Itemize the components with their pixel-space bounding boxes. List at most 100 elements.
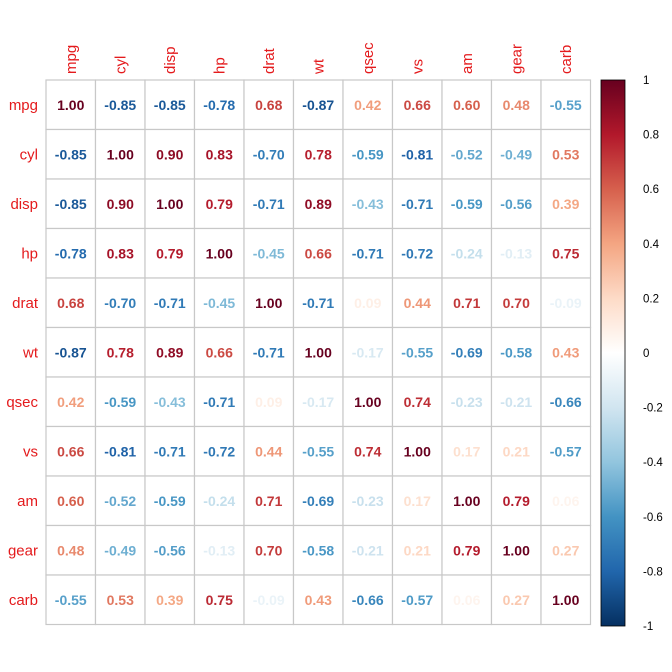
matrix-cell xyxy=(490,128,542,180)
matrix-cell xyxy=(441,475,493,527)
cell-value-gear-mpg: 0.48 xyxy=(57,542,84,558)
matrix-cell xyxy=(490,277,542,329)
matrix-cell xyxy=(45,376,97,428)
cell-value-qsec-am: -0.23 xyxy=(451,394,483,410)
column-label-drat: drat xyxy=(261,47,278,74)
cell-value-drat-gear: 0.70 xyxy=(503,295,530,311)
cell-value-mpg-cyl: -0.85 xyxy=(104,97,136,113)
cell-value-cyl-cyl: 1.00 xyxy=(107,146,134,162)
matrix-cell xyxy=(540,425,592,477)
matrix-cell xyxy=(490,79,542,131)
cell-value-qsec-disp: -0.43 xyxy=(154,394,186,410)
cell-value-am-qsec: -0.23 xyxy=(352,493,384,509)
cell-value-hp-disp: 0.79 xyxy=(156,245,183,261)
cell-value-vs-am: 0.17 xyxy=(453,443,480,459)
cell-value-mpg-drat: 0.68 xyxy=(255,97,282,113)
cell-value-disp-hp: 0.79 xyxy=(206,196,233,212)
colorbar-tick-label: -0.4 xyxy=(643,457,663,469)
matrix-cell xyxy=(490,376,542,428)
cell-value-gear-drat: 0.70 xyxy=(255,542,282,558)
cell-value-gear-carb: 0.27 xyxy=(552,542,579,558)
matrix-cell xyxy=(94,79,146,131)
cell-value-hp-am: -0.24 xyxy=(451,245,483,261)
matrix-cell xyxy=(540,277,592,329)
cell-value-am-gear: 0.79 xyxy=(503,493,530,509)
matrix-cell xyxy=(193,227,245,279)
cell-value-disp-wt: 0.89 xyxy=(305,196,332,212)
cell-value-vs-disp: -0.71 xyxy=(154,443,186,459)
cell-value-wt-vs: -0.55 xyxy=(401,344,433,360)
cell-value-am-vs: 0.17 xyxy=(404,493,431,509)
cell-value-carb-vs: -0.57 xyxy=(401,592,433,608)
matrix-cells xyxy=(45,79,592,626)
matrix-cell xyxy=(292,326,344,378)
cell-value-carb-hp: 0.75 xyxy=(206,592,233,608)
cell-value-drat-cyl: -0.70 xyxy=(104,295,136,311)
column-label-disp: disp xyxy=(162,46,179,74)
cell-value-wt-carb: 0.43 xyxy=(552,344,579,360)
cell-value-drat-wt: -0.71 xyxy=(302,295,334,311)
matrix-cell xyxy=(144,227,196,279)
cell-value-am-carb: 0.06 xyxy=(552,493,579,509)
cell-value-qsec-drat: 0.09 xyxy=(255,394,282,410)
matrix-cell xyxy=(540,574,592,626)
cell-value-drat-carb: -0.09 xyxy=(550,295,582,311)
cell-value-hp-hp: 1.00 xyxy=(206,245,233,261)
cell-value-qsec-hp: -0.71 xyxy=(203,394,235,410)
matrix-cell xyxy=(441,178,493,230)
cell-value-hp-wt: 0.66 xyxy=(305,245,332,261)
matrix-cell xyxy=(342,178,394,230)
cell-value-vs-mpg: 0.66 xyxy=(57,443,84,459)
cell-value-vs-cyl: -0.81 xyxy=(104,443,136,459)
cell-value-gear-am: 0.79 xyxy=(453,542,480,558)
matrix-cell xyxy=(342,475,394,527)
matrix-cell xyxy=(94,574,146,626)
cell-value-carb-qsec: -0.66 xyxy=(352,592,384,608)
row-label-qsec: qsec xyxy=(6,394,38,411)
matrix-cell xyxy=(342,425,394,477)
matrix-cell xyxy=(292,178,344,230)
matrix-cell xyxy=(391,574,443,626)
row-label-carb: carb xyxy=(9,592,38,609)
matrix-cell xyxy=(193,326,245,378)
cell-value-gear-vs: 0.21 xyxy=(404,542,431,558)
cell-value-drat-mpg: 0.68 xyxy=(57,295,84,311)
cell-value-drat-drat: 1.00 xyxy=(255,295,282,311)
cell-value-vs-qsec: 0.74 xyxy=(354,443,381,459)
matrix-cell xyxy=(45,277,97,329)
matrix-cell xyxy=(391,79,443,131)
matrix-cell xyxy=(292,79,344,131)
matrix-cell xyxy=(490,227,542,279)
column-label-hp: hp xyxy=(211,57,228,74)
cell-value-qsec-vs: 0.74 xyxy=(404,394,431,410)
column-label-cyl: cyl xyxy=(112,56,129,74)
matrix-cell xyxy=(292,376,344,428)
cell-value-vs-drat: 0.44 xyxy=(255,443,282,459)
matrix-cell xyxy=(45,326,97,378)
row-label-hp: hp xyxy=(21,245,38,262)
colorbar-tick-label: 0.2 xyxy=(643,293,659,305)
colorbar-tick-label: 0 xyxy=(643,348,649,360)
column-label-qsec: qsec xyxy=(360,42,377,74)
matrix-cell xyxy=(292,277,344,329)
cell-value-cyl-mpg: -0.85 xyxy=(55,146,87,162)
cell-value-gear-disp: -0.56 xyxy=(154,542,186,558)
cell-value-am-hp: -0.24 xyxy=(203,493,235,509)
matrix-cell xyxy=(391,524,443,576)
cell-value-drat-vs: 0.44 xyxy=(404,295,431,311)
cell-value-qsec-wt: -0.17 xyxy=(302,394,334,410)
row-label-disp: disp xyxy=(10,196,38,213)
column-label-mpg: mpg xyxy=(63,45,80,74)
cell-value-mpg-gear: 0.48 xyxy=(503,97,530,113)
matrix-cell xyxy=(94,376,146,428)
cell-value-gear-wt: -0.58 xyxy=(302,542,334,558)
cell-value-carb-carb: 1.00 xyxy=(552,592,579,608)
cell-value-disp-mpg: -0.85 xyxy=(55,196,87,212)
matrix-cell xyxy=(292,128,344,180)
cell-value-vs-hp: -0.72 xyxy=(203,443,235,459)
matrix-cell xyxy=(342,128,394,180)
colorbar-tick-label: 0.8 xyxy=(643,130,659,142)
cell-value-wt-gear: -0.58 xyxy=(500,344,532,360)
cell-value-am-drat: 0.71 xyxy=(255,493,282,509)
matrix-cell xyxy=(540,128,592,180)
